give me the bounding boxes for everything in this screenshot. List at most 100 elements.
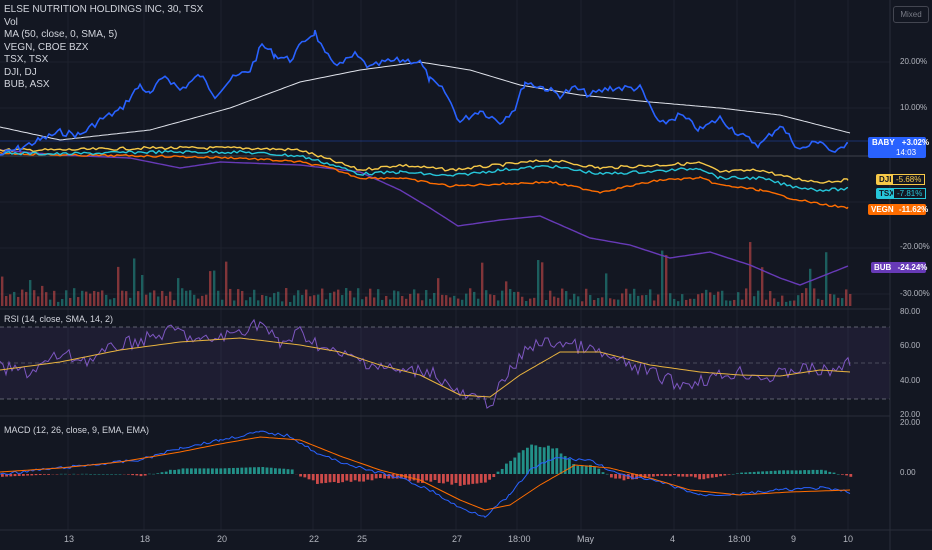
macd-hist-bar — [429, 474, 433, 482]
macd-hist-bar — [135, 474, 139, 476]
macd-hist-bar — [677, 474, 680, 477]
volume-bar — [229, 288, 232, 306]
volume-bar — [213, 270, 216, 306]
volume-bar — [817, 298, 820, 306]
volume-bar — [337, 289, 340, 306]
volume-bar — [837, 297, 840, 306]
bub-badge[interactable]: BUB -24.24% — [871, 262, 928, 273]
macd-hist-bar — [374, 474, 378, 479]
macd-title[interactable]: MACD (12, 26, close, 9, EMA, EMA) — [4, 425, 150, 435]
legend-ma[interactable]: MA (50, close, 0, SMA, 5) — [4, 29, 118, 40]
volume-bar — [737, 292, 740, 306]
volume-bar — [393, 290, 396, 306]
macd-hist-bar — [563, 456, 567, 474]
dji-badge-name[interactable]: DJI — [876, 174, 895, 185]
volume-bar — [261, 294, 264, 306]
volume-bar — [225, 261, 228, 306]
volume-bar — [697, 294, 700, 306]
volume-bar — [709, 292, 712, 306]
macd-hist-bar — [232, 467, 235, 474]
volume-bar — [505, 281, 508, 306]
macd-hist-bar — [328, 474, 332, 483]
macd-hist-bar — [647, 474, 651, 477]
volume-bar — [533, 297, 536, 306]
macd-hist-bar — [38, 474, 42, 475]
macd-hist-bar — [715, 474, 718, 478]
volume-bar — [797, 295, 800, 306]
macd-hist-bar — [689, 474, 693, 477]
macd-hist-bar — [26, 474, 29, 476]
bub-badge-value: -24.24% — [897, 263, 928, 272]
legend-symbol[interactable]: ELSE NUTRITION HOLDINGS INC, 30, TSX — [4, 4, 204, 15]
macd-hist-bar — [706, 474, 710, 479]
macd-hist-bar — [131, 474, 134, 476]
macd-hist-bar — [379, 474, 382, 478]
volume-bar — [357, 288, 360, 306]
y-label-10: 10.00% — [900, 103, 928, 112]
volume-bar — [477, 298, 480, 306]
volume-bar — [181, 288, 184, 306]
volume-bar — [93, 290, 96, 306]
macd-hist-bar — [1, 474, 4, 477]
volume-bar — [829, 293, 832, 306]
volume-bar — [517, 291, 520, 306]
volume-bar — [425, 290, 428, 306]
volume-bar — [245, 300, 248, 306]
volume-bar — [717, 291, 720, 306]
volume-bar — [197, 298, 200, 306]
volume-bar — [465, 293, 468, 306]
macd-hist-bar — [47, 474, 50, 475]
volume-bar — [117, 266, 120, 306]
volume-bar — [773, 298, 776, 306]
volume-bar — [333, 291, 336, 306]
volume-bar — [573, 293, 576, 306]
volume-bar — [97, 291, 100, 306]
macd-hist-bar — [353, 474, 357, 481]
legend-bub[interactable]: BUB, ASX — [4, 79, 50, 90]
volume-bar — [301, 294, 304, 306]
volume-bar — [733, 299, 736, 306]
legend-tsx[interactable]: TSX, TSX — [4, 54, 49, 65]
volume-bar — [257, 300, 260, 306]
macd-hist-bar — [433, 474, 437, 481]
volume-bar — [677, 301, 680, 306]
volume-bar — [845, 289, 848, 306]
macd-hist-bar — [437, 474, 441, 483]
volume-bar — [513, 291, 516, 306]
volume-bar — [613, 299, 616, 306]
volume-bar — [325, 299, 328, 306]
volume-bar — [365, 296, 368, 306]
volume-bar — [129, 297, 132, 306]
volume-bar — [185, 290, 188, 306]
legend-dji[interactable]: DJI, DJ — [4, 66, 37, 78]
macd-hist-bar — [811, 469, 815, 474]
volume-bar — [29, 280, 32, 306]
volume-bar — [1, 276, 4, 306]
scale-mode-button[interactable]: Mixed — [893, 6, 929, 23]
macd-hist-bar — [593, 466, 596, 474]
legend-vol[interactable]: Vol — [4, 16, 18, 28]
volume-bar — [237, 289, 240, 306]
macd-hist-bar — [227, 468, 231, 474]
tsx-badge-name[interactable]: TSX — [876, 188, 898, 199]
vegn-badge[interactable]: VEGN -11.62% — [868, 204, 928, 215]
macd-hist-bar — [30, 474, 34, 476]
baby-badge[interactable]: BABY +3.02% 14:03 — [868, 137, 929, 158]
volume-bar — [497, 300, 500, 306]
y-label-neg20: -20.00% — [900, 242, 930, 251]
bub-badge-name: BUB — [874, 263, 892, 272]
macd-hist-bar — [605, 473, 609, 475]
macd-hist-bar — [349, 474, 353, 482]
x-label-9: 9 — [791, 534, 797, 544]
volume-bar — [53, 290, 56, 306]
volume-bar — [189, 290, 192, 306]
volume-bar — [417, 293, 420, 306]
macd-hist-bar — [85, 473, 88, 475]
rsi-title[interactable]: RSI (14, close, SMA, 14, 2) — [4, 314, 114, 324]
volume-bar — [525, 300, 528, 306]
legend-vegn[interactable]: VEGN, CBOE BZX — [4, 41, 89, 53]
tsx-badge-value: -7.81% — [893, 188, 927, 199]
volume-bar — [745, 288, 748, 306]
volume-bar — [501, 290, 504, 306]
